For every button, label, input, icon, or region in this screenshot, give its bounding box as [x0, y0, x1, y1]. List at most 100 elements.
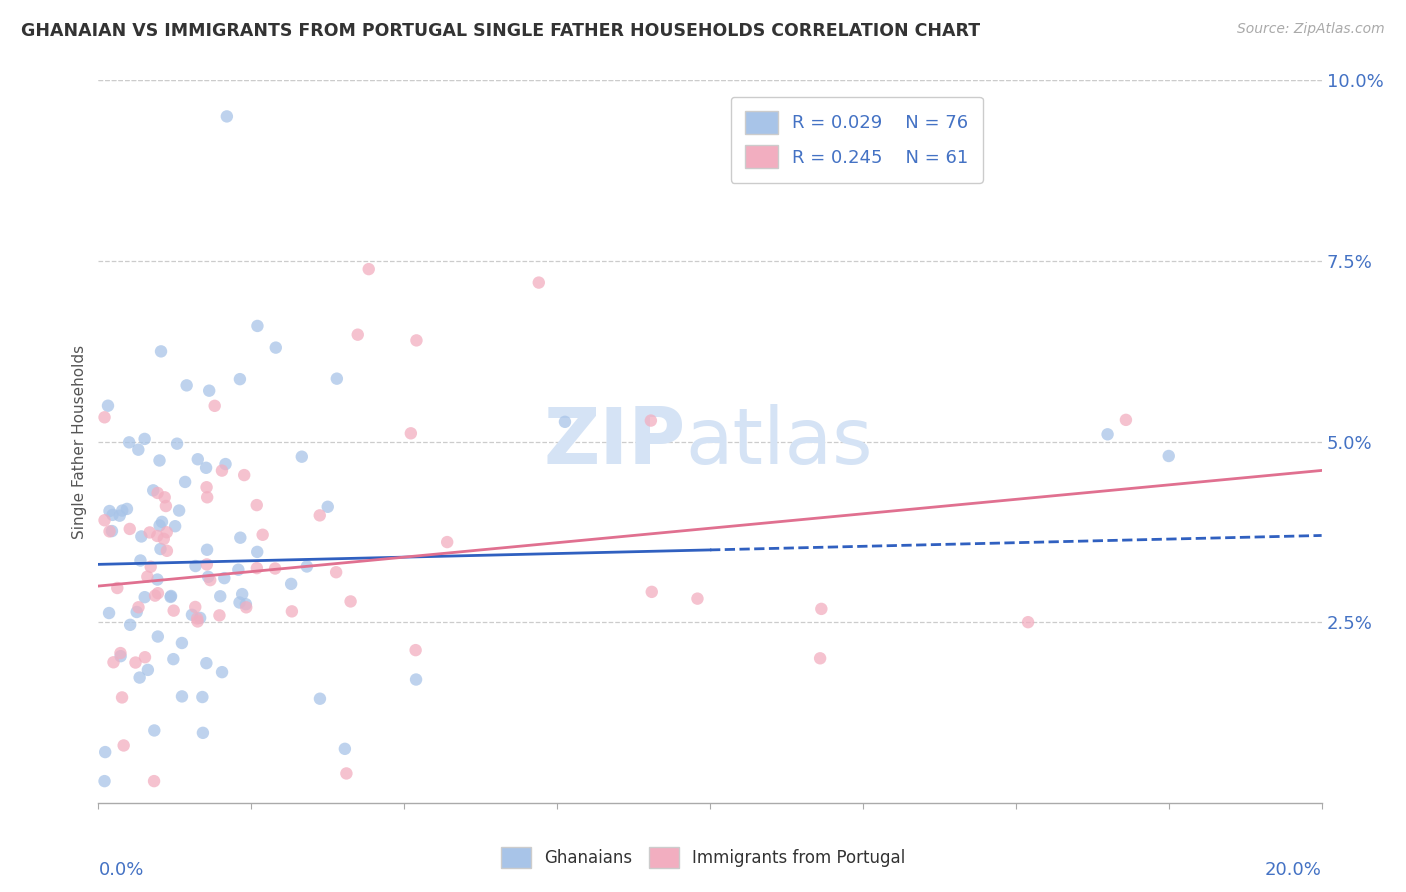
- Point: [167, 503, 190, 517]
- Point: [118, 522, 141, 536]
- Point: [309, 691, 332, 706]
- Point: [215, 109, 238, 123]
- Point: [195, 480, 218, 494]
- Point: [228, 595, 250, 609]
- Point: [150, 515, 173, 529]
- Point: [197, 570, 219, 584]
- Point: [110, 646, 132, 660]
- Point: [129, 553, 152, 567]
- Legend: Ghanaians, Immigrants from Portugal: Ghanaians, Immigrants from Portugal: [494, 840, 912, 875]
- Point: [112, 739, 135, 753]
- Point: [808, 651, 831, 665]
- Point: [436, 535, 458, 549]
- Point: [131, 529, 153, 543]
- Point: [326, 372, 349, 386]
- Point: [641, 585, 664, 599]
- Point: [93, 513, 115, 527]
- Point: [810, 602, 832, 616]
- Point: [93, 774, 115, 789]
- Point: [146, 586, 169, 600]
- Point: [228, 563, 250, 577]
- Point: [163, 604, 186, 618]
- Text: 0.0%: 0.0%: [98, 861, 143, 879]
- Point: [264, 341, 287, 355]
- Point: [136, 570, 159, 584]
- Point: [346, 327, 368, 342]
- Point: [150, 344, 173, 359]
- Point: [160, 589, 183, 603]
- Point: [405, 673, 427, 687]
- Point: [111, 690, 134, 705]
- Y-axis label: Single Father Households: Single Father Households: [72, 344, 87, 539]
- Point: [229, 531, 252, 545]
- Point: [405, 643, 427, 657]
- Point: [146, 573, 169, 587]
- Point: [146, 486, 169, 500]
- Point: [101, 508, 124, 522]
- Point: [339, 594, 361, 608]
- Point: [159, 590, 181, 604]
- Point: [184, 599, 207, 614]
- Point: [181, 607, 204, 622]
- Point: [686, 591, 709, 606]
- Point: [200, 573, 222, 587]
- Point: [120, 617, 142, 632]
- Point: [191, 690, 214, 704]
- Point: [405, 334, 427, 348]
- Point: [127, 442, 149, 457]
- Point: [187, 452, 209, 467]
- Text: atlas: atlas: [686, 403, 873, 480]
- Point: [166, 436, 188, 450]
- Point: [115, 502, 138, 516]
- Point: [280, 577, 302, 591]
- Point: [188, 611, 211, 625]
- Point: [246, 561, 269, 575]
- Point: [153, 491, 176, 505]
- Point: [264, 561, 287, 575]
- Point: [138, 525, 160, 540]
- Text: Source: ZipAtlas.com: Source: ZipAtlas.com: [1237, 22, 1385, 37]
- Point: [291, 450, 314, 464]
- Point: [97, 399, 120, 413]
- Point: [118, 435, 141, 450]
- Point: [325, 566, 347, 580]
- Point: [195, 490, 218, 504]
- Point: [211, 665, 233, 680]
- Point: [1157, 449, 1180, 463]
- Text: 20.0%: 20.0%: [1265, 861, 1322, 879]
- Point: [640, 413, 662, 427]
- Point: [186, 611, 208, 625]
- Point: [124, 656, 146, 670]
- Point: [281, 604, 304, 618]
- Point: [554, 415, 576, 429]
- Text: ZIP: ZIP: [543, 403, 686, 480]
- Point: [134, 432, 156, 446]
- Point: [233, 468, 256, 483]
- Point: [1017, 615, 1039, 630]
- Point: [195, 656, 218, 670]
- Point: [143, 589, 166, 603]
- Point: [235, 597, 257, 611]
- Point: [333, 741, 356, 756]
- Point: [195, 558, 218, 572]
- Point: [143, 774, 166, 789]
- Point: [335, 766, 357, 780]
- Point: [187, 615, 209, 629]
- Point: [198, 384, 221, 398]
- Point: [214, 457, 236, 471]
- Point: [229, 372, 252, 386]
- Point: [149, 541, 172, 556]
- Point: [1115, 413, 1137, 427]
- Point: [98, 504, 121, 518]
- Point: [93, 410, 115, 425]
- Point: [134, 650, 156, 665]
- Point: [165, 519, 187, 533]
- Point: [527, 276, 550, 290]
- Point: [231, 587, 253, 601]
- Point: [103, 655, 125, 669]
- Legend: R = 0.029    N = 76, R = 0.245    N = 61: R = 0.029 N = 76, R = 0.245 N = 61: [731, 96, 983, 183]
- Point: [209, 589, 232, 603]
- Point: [316, 500, 339, 514]
- Point: [214, 571, 236, 585]
- Point: [146, 529, 169, 543]
